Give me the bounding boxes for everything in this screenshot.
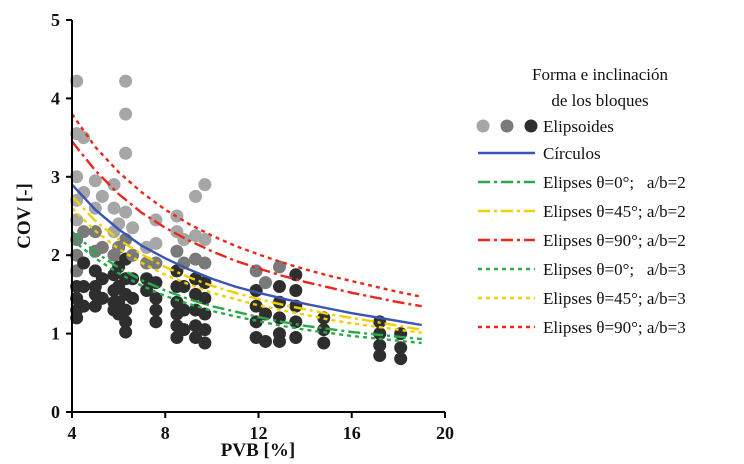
series-line [71, 238, 422, 345]
scatter-point [373, 349, 387, 363]
scatter-point [77, 256, 91, 270]
y-axis-title: COV [-] [14, 183, 35, 249]
legend-label: Elipses θ=0°; a/b=3 [543, 260, 686, 279]
scatter-point [77, 299, 91, 313]
scatter-point [189, 189, 203, 203]
scatter-point [88, 174, 102, 188]
scatter-point [373, 338, 387, 352]
legend-title-line-2: de los bloques [551, 91, 648, 110]
y-tick-label: 3 [51, 167, 60, 187]
series-line [71, 140, 422, 308]
scatter-point [70, 311, 84, 325]
scatter-point [119, 146, 133, 160]
scatter-point [95, 189, 109, 203]
scatter-point [77, 185, 91, 199]
series-line [71, 183, 422, 327]
legend-label: Elipses θ=45°; a/b=2 [543, 202, 686, 221]
scatter-point [289, 268, 303, 282]
scatter-point [77, 280, 91, 294]
series-line [71, 195, 422, 331]
scatter-point [394, 341, 408, 355]
scatter-point [317, 336, 331, 350]
legend-swatch [476, 119, 490, 133]
legend-swatch [524, 119, 538, 133]
legend-swatch [500, 119, 514, 133]
scatter-point [149, 236, 163, 250]
scatter-point [119, 74, 133, 88]
scatter-point [119, 107, 133, 121]
scatter-point [95, 272, 109, 286]
scatter-point [149, 291, 163, 305]
legend: Forma e inclinación de los bloques Elips… [476, 65, 686, 337]
scatter-point [198, 178, 212, 192]
scatter-point [198, 233, 212, 247]
scatter-point [249, 299, 263, 313]
x-tick-label: 20 [436, 423, 454, 443]
scatter-point [394, 352, 408, 366]
scatter-point [107, 178, 121, 192]
scatter-point [70, 74, 84, 88]
scatter-point [177, 323, 191, 337]
scatter-point [272, 280, 286, 294]
scatter-point [107, 201, 121, 215]
scatter-point [249, 315, 263, 329]
x-tick-label: 12 [250, 423, 268, 443]
scatter-point [289, 315, 303, 329]
scatter-point [198, 276, 212, 290]
scatter-point [249, 264, 263, 278]
scatter-point [198, 291, 212, 305]
scatter-point [198, 323, 212, 337]
series-line [71, 113, 422, 298]
scatter-point [149, 315, 163, 329]
scatter-point [177, 303, 191, 317]
x-axis-title: PVB [%] [221, 440, 295, 461]
y-tick-label: 1 [51, 324, 60, 344]
x-tick-label: 16 [343, 423, 361, 443]
plot-area [70, 74, 422, 366]
x-tick-label: 4 [68, 423, 77, 443]
scatter-point [70, 170, 84, 184]
series-line [71, 230, 422, 341]
scatter-point [272, 334, 286, 348]
scatter-point [95, 240, 109, 254]
legend-label: Elipses θ=0°; a/b=2 [543, 173, 686, 192]
scatter-point [289, 283, 303, 297]
y-tick-label: 0 [51, 402, 60, 422]
scatter-point [170, 244, 184, 258]
legend-label: Elipses θ=90°; a/b=3 [543, 318, 686, 337]
scatter-point [77, 225, 91, 239]
scatter-point [258, 334, 272, 348]
legend-label: Elipses θ=45°; a/b=3 [543, 289, 686, 308]
legend-label: Círculos [543, 144, 601, 163]
scatter-point [126, 272, 140, 286]
scatter-point [119, 303, 133, 317]
scatter-point [119, 325, 133, 339]
y-tick-label: 4 [51, 88, 60, 108]
scatter-point [126, 291, 140, 305]
scatter-point [77, 131, 91, 145]
legend-label: Elipses θ=90°; a/b=2 [543, 231, 686, 250]
y-tick-label: 5 [51, 10, 60, 30]
scatter-point [258, 276, 272, 290]
x-tick-label: 8 [161, 423, 170, 443]
scatter-point [126, 221, 140, 235]
scatter-point [177, 280, 191, 294]
scatter-point [198, 336, 212, 350]
series-line [71, 207, 422, 334]
scatter-point [119, 315, 133, 329]
legend-label: Elipsoides [543, 117, 614, 136]
scatter-point [373, 327, 387, 341]
scatter-point [119, 205, 133, 219]
y-tick-label: 2 [51, 245, 60, 265]
scatter-point [289, 331, 303, 345]
scatter-point [198, 256, 212, 270]
scatter-point [149, 303, 163, 317]
legend-title-line-1: Forma e inclinación [532, 65, 668, 84]
scatter-point [140, 283, 154, 297]
scatter-point [95, 291, 109, 305]
